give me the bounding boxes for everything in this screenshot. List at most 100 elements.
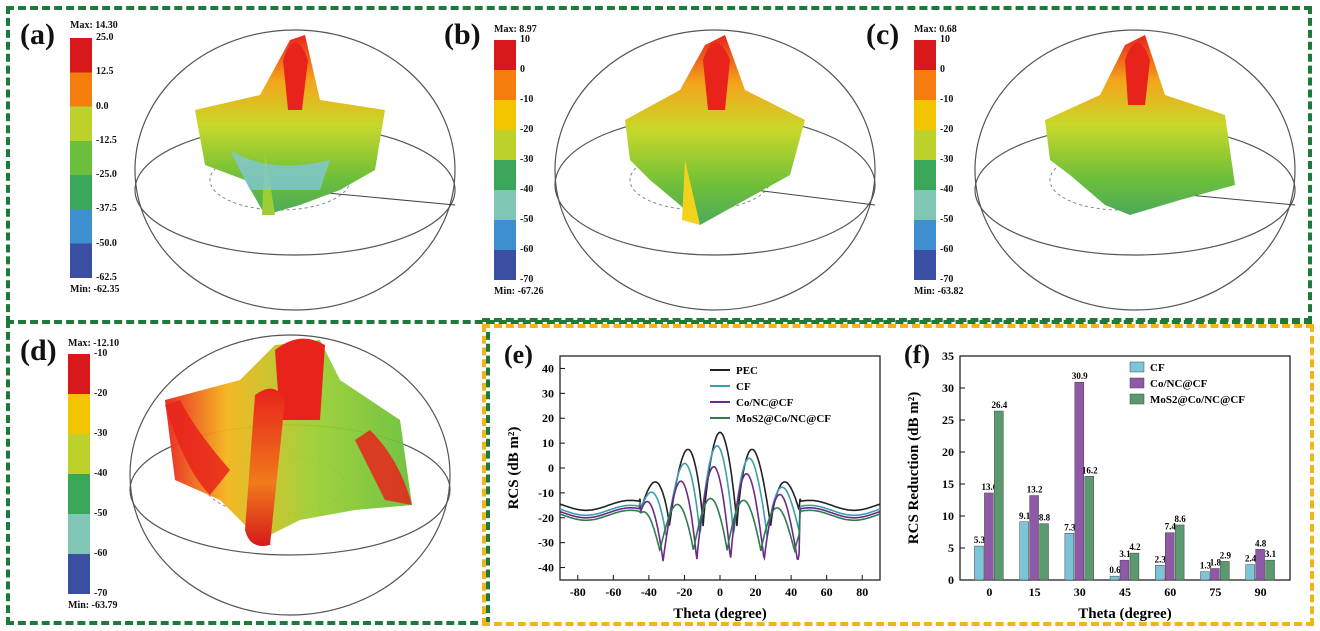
colorbar-tick: -12.5 bbox=[96, 134, 117, 146]
x-tick-label: 20 bbox=[750, 585, 762, 599]
colorbar-tick: -25.0 bbox=[96, 169, 117, 181]
bar bbox=[1174, 524, 1185, 581]
colorbar-d bbox=[68, 354, 90, 594]
colorbar-c bbox=[914, 40, 936, 280]
colorbar-tick: 10 bbox=[940, 34, 950, 45]
colorbar-b bbox=[494, 40, 516, 280]
bar-value-label: 13.6 bbox=[982, 482, 998, 492]
bar bbox=[1039, 523, 1049, 581]
bar-value-label: 3.1 bbox=[1119, 549, 1131, 559]
legend-label: MoS2@Co/NC@CF bbox=[736, 413, 831, 425]
rcs-pattern-a bbox=[134, 29, 456, 311]
x-tick-label: -80 bbox=[570, 585, 586, 599]
colorbar-tick: -40 bbox=[94, 468, 108, 479]
plot-area-f bbox=[959, 355, 1291, 581]
x-tick-label: 0 bbox=[717, 585, 723, 599]
bar-value-label: 5.3 bbox=[974, 535, 986, 545]
colorbar-tick: -30 bbox=[94, 428, 108, 439]
y-tick-label: 30 bbox=[542, 386, 554, 400]
bar bbox=[984, 492, 994, 581]
colorbar-tick: 0 bbox=[520, 64, 525, 75]
bar-value-label: 1.8 bbox=[1210, 557, 1222, 567]
x-tick-label: 45 bbox=[1119, 585, 1131, 599]
colorbar-tick: -50 bbox=[940, 214, 954, 225]
colorbar-tick: -50 bbox=[520, 214, 534, 225]
y-axis-label: RCS Reduction (dB m²) bbox=[906, 392, 922, 544]
bar-value-label: 4.2 bbox=[1129, 542, 1141, 552]
legend-swatch bbox=[1129, 361, 1145, 373]
colorbar-tick: 10 bbox=[520, 34, 530, 45]
y-tick-label: 30 bbox=[942, 381, 954, 395]
colorbar-tick: -10 bbox=[940, 94, 954, 105]
colorbar-tick: -70 bbox=[940, 274, 954, 285]
y-tick-label: 35 bbox=[942, 349, 954, 363]
colorbar-tick: -60 bbox=[940, 244, 954, 255]
y-tick-label: -30 bbox=[538, 536, 554, 550]
colorbar-tick: -60 bbox=[520, 244, 534, 255]
y-tick-label: 10 bbox=[542, 436, 554, 450]
colorbar-min-a: Min: -62.35 bbox=[70, 284, 120, 295]
bar-value-label: 8.8 bbox=[1039, 513, 1051, 523]
bar-value-label: 1.3 bbox=[1200, 561, 1212, 571]
colorbar-tick: -70 bbox=[520, 274, 534, 285]
colorbar-tick: -30 bbox=[940, 154, 954, 165]
panel-label-f: (f) bbox=[904, 340, 930, 369]
bar-value-label: 8.6 bbox=[1175, 514, 1187, 524]
x-tick-label: -20 bbox=[676, 585, 692, 599]
bar bbox=[1129, 552, 1140, 581]
plot-area-e bbox=[559, 355, 881, 581]
colorbar-tick: -50.0 bbox=[96, 237, 117, 249]
legend-label: CF bbox=[1150, 362, 1165, 374]
bar-value-label: 7.3 bbox=[1064, 522, 1076, 532]
panel-frame-yellow bbox=[482, 324, 1314, 626]
series-line-1 bbox=[559, 445, 881, 537]
series-line-0 bbox=[559, 431, 881, 527]
rcs-pattern-d bbox=[129, 334, 451, 616]
bar-value-label: 7.4 bbox=[1165, 522, 1177, 532]
y-tick-label: 5 bbox=[948, 541, 954, 555]
bar-value-label: 3.1 bbox=[1265, 549, 1277, 559]
x-tick-label: -40 bbox=[641, 585, 657, 599]
colorbar-a bbox=[70, 38, 92, 278]
bar bbox=[1210, 568, 1220, 581]
colorbar-max-b: Max: 8.97 bbox=[494, 24, 537, 35]
bar bbox=[1084, 476, 1094, 581]
y-tick-label: -20 bbox=[538, 511, 554, 525]
colorbar-tick: -37.5 bbox=[96, 203, 117, 215]
colorbar-tick: 0 bbox=[940, 64, 945, 75]
bar-value-label: 13.2 bbox=[1027, 485, 1043, 495]
rcs-pattern-c bbox=[974, 29, 1296, 311]
panel-label-e: (e) bbox=[504, 340, 533, 369]
colorbar-tick: -50 bbox=[94, 508, 108, 519]
colorbar-tick: -62.5 bbox=[96, 272, 117, 283]
bar bbox=[994, 410, 1004, 581]
bar bbox=[1119, 559, 1130, 581]
bar bbox=[1019, 521, 1029, 581]
x-tick-label: 60 bbox=[821, 585, 833, 599]
colorbar-tick: -40 bbox=[940, 184, 954, 195]
x-tick-label: 30 bbox=[1074, 585, 1086, 599]
colorbar-min-b: Min: -67.26 bbox=[494, 286, 544, 297]
bar-value-label: 2.3 bbox=[1155, 554, 1167, 564]
rcs-line-chart: -80 -60 -40 -20 0 20 40 60 80 -40 -30 -20 -10 0 10 20 30… bbox=[506, 355, 881, 621]
y-tick-label: -40 bbox=[538, 561, 554, 575]
legend-label: CF bbox=[736, 381, 751, 393]
y-tick-label: 20 bbox=[942, 445, 954, 459]
x-tick-label: 40 bbox=[785, 585, 797, 599]
x-axis-label: Theta (degree) bbox=[673, 606, 766, 621]
y-tick-label: 20 bbox=[542, 411, 554, 425]
y-tick-label: 25 bbox=[942, 413, 954, 427]
bar-value-label: 16.2 bbox=[1082, 465, 1098, 475]
bar bbox=[974, 545, 984, 581]
colorbar-tick: -10 bbox=[94, 348, 108, 359]
legend-label: Co/NC@CF bbox=[736, 397, 794, 409]
colorbar-tick: -10 bbox=[520, 94, 534, 105]
x-tick-label: 90 bbox=[1255, 585, 1267, 599]
x-axis-label: Theta (degree) bbox=[1078, 606, 1171, 621]
colorbar-max-c: Max: 0.68 bbox=[914, 24, 957, 35]
bar bbox=[1220, 561, 1230, 581]
bar bbox=[1064, 533, 1075, 581]
colorbar-tick: 0.0 bbox=[96, 100, 109, 112]
bar bbox=[1074, 381, 1085, 581]
